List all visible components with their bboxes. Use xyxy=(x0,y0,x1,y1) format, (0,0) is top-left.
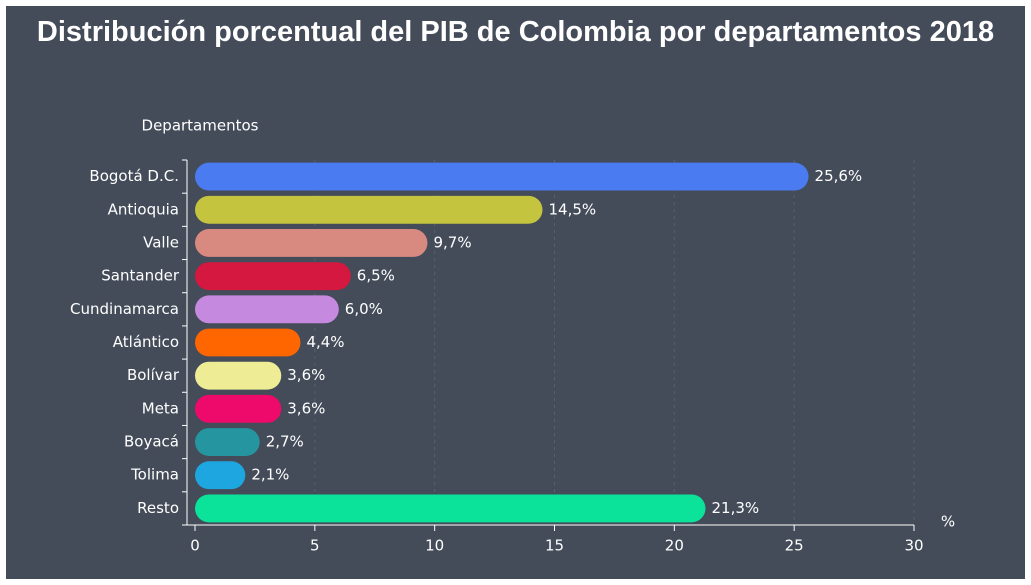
value-label: 6,5% xyxy=(357,267,395,285)
x-tick-label: 0 xyxy=(190,537,200,555)
value-label: 2,1% xyxy=(251,466,289,484)
title-box: Distribución porcentual del PIB de Colom… xyxy=(0,14,1031,50)
bar xyxy=(195,295,339,324)
y-tick-label: Cundinamarca xyxy=(70,300,179,318)
value-label: 2,7% xyxy=(266,433,304,451)
bar xyxy=(195,328,301,357)
y-tick-label: Antioquia xyxy=(108,200,179,218)
bar xyxy=(195,162,809,191)
y-tick-label: Santander xyxy=(101,267,180,285)
value-label: 14,5% xyxy=(549,200,597,218)
x-tick-label: 10 xyxy=(425,537,444,555)
y-tick-label: Bogotá D.C. xyxy=(89,167,179,185)
value-label: 4,4% xyxy=(306,333,344,351)
value-label: 9,7% xyxy=(433,233,471,251)
y-tick-label: Atlántico xyxy=(113,333,179,351)
value-label: 25,6% xyxy=(815,167,863,185)
x-tick-label: 25 xyxy=(785,537,804,555)
value-label: 6,0% xyxy=(345,300,383,318)
y-tick-label: Valle xyxy=(143,233,179,251)
x-tick-label: 20 xyxy=(665,537,684,555)
bar xyxy=(195,262,351,291)
bar xyxy=(195,229,428,257)
chart-background xyxy=(6,6,1025,579)
bar xyxy=(195,461,246,490)
x-tick-label: 30 xyxy=(904,537,923,555)
bar xyxy=(195,361,282,390)
y-tick-label: Tolima xyxy=(130,466,179,484)
x-axis-label: % xyxy=(941,513,955,531)
y-tick-label: Resto xyxy=(137,499,179,517)
y-tick-label: Bolívar xyxy=(127,366,180,384)
bar xyxy=(195,428,260,456)
value-label: 3,6% xyxy=(287,366,325,384)
y-tick-label: Meta xyxy=(142,399,179,417)
y-axis-label: Departamentos xyxy=(142,117,259,135)
x-tick-label: 15 xyxy=(545,537,564,555)
bar xyxy=(195,494,706,523)
value-label: 3,6% xyxy=(287,399,325,417)
x-tick-label: 5 xyxy=(310,537,320,555)
bar xyxy=(195,394,282,423)
value-label: 21,3% xyxy=(711,499,759,517)
y-tick-label: Boyacá xyxy=(124,433,179,451)
bar xyxy=(195,195,543,224)
chart-title: Distribución porcentual del PIB de Colom… xyxy=(36,16,995,48)
